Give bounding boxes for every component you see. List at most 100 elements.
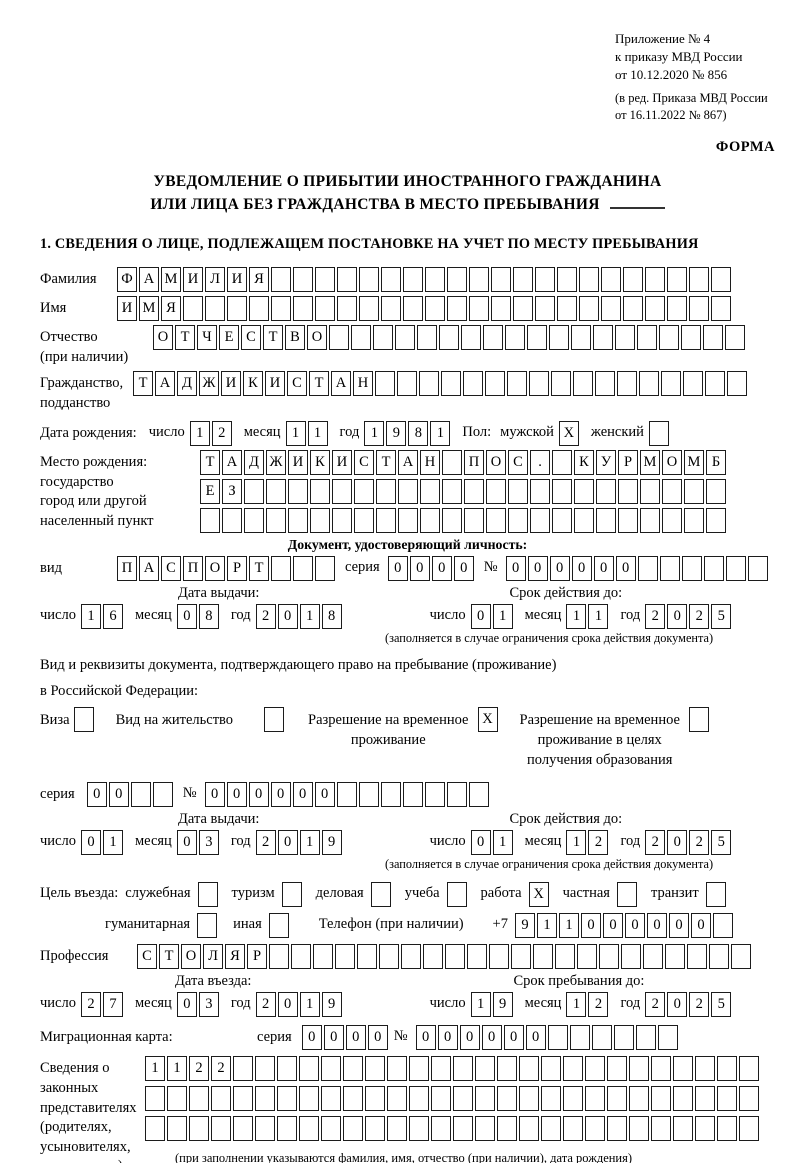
char-cell[interactable] <box>227 296 247 322</box>
char-cell[interactable] <box>530 508 550 534</box>
char-cell[interactable] <box>468 782 489 808</box>
char-cell[interactable] <box>381 267 401 293</box>
char-cell[interactable] <box>255 1086 275 1112</box>
char-cell[interactable]: 0 <box>80 830 101 856</box>
char-cell[interactable] <box>358 782 379 808</box>
char-cell[interactable] <box>712 913 733 939</box>
char-cell[interactable]: 1 <box>566 830 587 856</box>
char-cell[interactable]: 0 <box>667 992 688 1018</box>
char-cell[interactable]: 2 <box>645 992 666 1018</box>
char-cell[interactable] <box>271 267 291 293</box>
char-cell[interactable] <box>441 371 461 397</box>
char-cell[interactable] <box>673 1086 693 1112</box>
char-cell[interactable]: 0 <box>367 1025 388 1051</box>
char-cell[interactable] <box>244 479 264 505</box>
char-cell[interactable] <box>535 296 555 322</box>
residence-permit-checkbox[interactable] <box>264 706 285 732</box>
char-cell[interactable]: О <box>205 556 225 582</box>
char-cell[interactable] <box>424 782 445 808</box>
char-cell[interactable]: Е <box>200 479 220 505</box>
char-cell[interactable] <box>299 1116 319 1142</box>
char-cell[interactable]: С <box>161 556 181 582</box>
char-cell[interactable]: 0 <box>301 1025 322 1051</box>
char-cell[interactable] <box>431 1056 451 1082</box>
char-cell[interactable]: Р <box>247 944 267 970</box>
char-cell[interactable]: 0 <box>277 992 298 1018</box>
char-cell[interactable]: 0 <box>415 1025 436 1051</box>
char-cell[interactable]: 0 <box>387 556 408 582</box>
char-cell[interactable] <box>446 782 467 808</box>
female-checkbox[interactable] <box>648 421 669 447</box>
char-cell[interactable]: 8 <box>198 604 219 630</box>
char-cell[interactable]: 7 <box>102 992 123 1018</box>
char-cell[interactable]: 3 <box>198 830 219 856</box>
char-cell[interactable]: М <box>640 450 660 476</box>
char-cell[interactable]: 1 <box>558 913 579 939</box>
char-cell[interactable] <box>706 479 726 505</box>
char-cell[interactable]: И <box>183 267 203 293</box>
char-cell[interactable] <box>533 944 553 970</box>
char-cell[interactable] <box>293 296 313 322</box>
char-cell[interactable] <box>684 508 704 534</box>
char-cell[interactable]: М <box>139 296 159 322</box>
char-cell[interactable]: О <box>153 325 173 351</box>
char-cell[interactable]: 0 <box>646 913 667 939</box>
char-cell[interactable]: С <box>287 371 307 397</box>
char-cell[interactable] <box>376 508 396 534</box>
char-cell[interactable] <box>681 556 702 582</box>
char-cell[interactable] <box>315 556 335 582</box>
char-cell[interactable] <box>277 1086 297 1112</box>
char-cell[interactable]: Д <box>244 450 264 476</box>
char-cell[interactable]: 2 <box>689 992 710 1018</box>
char-cell[interactable] <box>667 296 687 322</box>
char-cell[interactable]: 0 <box>668 913 689 939</box>
char-cell[interactable] <box>469 296 489 322</box>
char-cell[interactable] <box>695 1056 715 1082</box>
char-cell[interactable]: А <box>222 450 242 476</box>
char-cell[interactable] <box>673 1056 693 1082</box>
char-cell[interactable] <box>557 296 577 322</box>
char-cell[interactable] <box>354 508 374 534</box>
char-cell[interactable]: 0 <box>527 556 548 582</box>
char-cell[interactable] <box>475 1116 495 1142</box>
char-cell[interactable]: 8 <box>321 604 342 630</box>
char-cell[interactable] <box>453 1116 473 1142</box>
char-cell[interactable] <box>599 944 619 970</box>
char-cell[interactable] <box>569 1025 590 1051</box>
char-cell[interactable]: 6 <box>102 604 123 630</box>
char-cell[interactable]: И <box>221 371 241 397</box>
char-cell[interactable] <box>497 1116 517 1142</box>
char-cell[interactable] <box>547 1025 568 1051</box>
char-cell[interactable] <box>662 508 682 534</box>
char-cell[interactable] <box>684 479 704 505</box>
char-cell[interactable] <box>541 1086 561 1112</box>
char-cell[interactable] <box>419 371 439 397</box>
char-cell[interactable] <box>717 1116 737 1142</box>
char-cell[interactable] <box>447 267 467 293</box>
char-cell[interactable] <box>657 1025 678 1051</box>
char-cell[interactable] <box>417 325 437 351</box>
char-cell[interactable] <box>359 296 379 322</box>
char-cell[interactable]: О <box>486 450 506 476</box>
char-cell[interactable]: А <box>139 556 159 582</box>
char-cell[interactable]: 1 <box>145 1056 165 1082</box>
char-cell[interactable] <box>739 1056 759 1082</box>
char-cell[interactable] <box>563 1056 583 1082</box>
char-cell[interactable]: Р <box>618 450 638 476</box>
char-cell[interactable] <box>249 296 269 322</box>
char-cell[interactable]: 0 <box>525 1025 546 1051</box>
char-cell[interactable]: 0 <box>431 556 452 582</box>
char-cell[interactable]: Н <box>353 371 373 397</box>
char-cell[interactable] <box>431 1116 451 1142</box>
char-cell[interactable] <box>409 1116 429 1142</box>
char-cell[interactable] <box>343 1056 363 1082</box>
char-cell[interactable] <box>596 479 616 505</box>
char-cell[interactable] <box>661 371 681 397</box>
purpose-official-checkbox[interactable] <box>197 882 218 908</box>
char-cell[interactable] <box>205 296 225 322</box>
char-cell[interactable] <box>463 371 483 397</box>
char-cell[interactable]: 9 <box>514 913 535 939</box>
char-cell[interactable]: 1 <box>167 1056 187 1082</box>
char-cell[interactable] <box>491 296 511 322</box>
char-cell[interactable] <box>591 1025 612 1051</box>
